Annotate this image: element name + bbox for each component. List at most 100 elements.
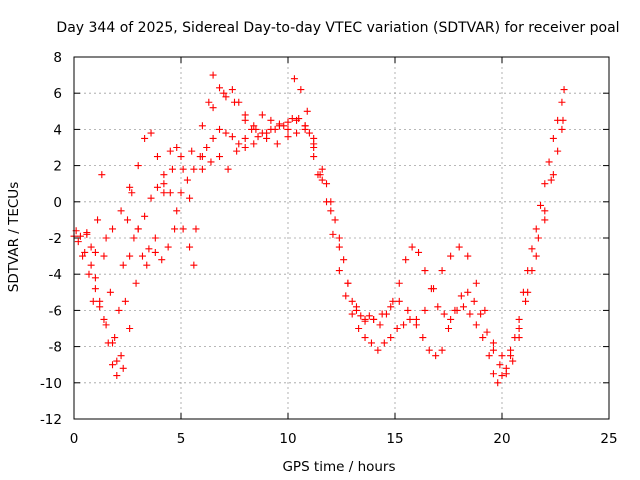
- data-point: [432, 352, 440, 360]
- data-point: [357, 312, 365, 320]
- data-point: [106, 288, 114, 296]
- data-point: [190, 261, 198, 269]
- data-point: [327, 207, 335, 215]
- data-point: [532, 225, 540, 233]
- data-point: [109, 225, 117, 233]
- data-point: [297, 86, 305, 94]
- data-point: [340, 256, 348, 264]
- y-tick-label: -6: [49, 303, 62, 319]
- data-point: [365, 312, 373, 320]
- data-point: [425, 346, 433, 354]
- data-point: [310, 140, 318, 148]
- y-axis-label: SDTVAR / TECUs: [6, 182, 22, 292]
- data-point: [547, 176, 555, 184]
- data-point: [130, 234, 138, 242]
- data-point: [389, 297, 397, 305]
- data-point: [477, 310, 485, 318]
- data-point: [138, 252, 146, 260]
- data-point: [250, 140, 258, 148]
- data-point: [216, 125, 224, 133]
- data-point: [558, 98, 566, 106]
- data-point: [91, 248, 99, 256]
- data-point: [447, 252, 455, 260]
- data-point: [109, 361, 117, 369]
- data-point: [173, 144, 181, 151]
- data-point: [342, 292, 350, 300]
- data-point: [419, 334, 427, 342]
- data-point: [335, 267, 343, 275]
- data-point: [98, 171, 106, 179]
- data-point: [121, 297, 129, 305]
- series-track-d: [72, 75, 318, 269]
- data-point: [515, 334, 523, 342]
- data-point: [158, 256, 166, 264]
- data-point: [198, 122, 206, 130]
- data-point: [198, 165, 206, 173]
- data-point: [91, 274, 99, 282]
- data-point: [470, 297, 478, 305]
- data-point: [216, 153, 224, 161]
- data-point: [558, 125, 566, 133]
- data-point: [177, 189, 185, 197]
- data-point: [464, 288, 472, 296]
- data-point: [171, 225, 179, 233]
- data-point: [117, 207, 125, 215]
- data-point: [216, 84, 224, 92]
- data-point: [222, 93, 230, 101]
- series-track-a: [70, 71, 568, 387]
- data-point: [402, 256, 410, 264]
- data-point: [100, 315, 108, 323]
- data-point: [186, 243, 194, 251]
- data-point: [496, 361, 504, 369]
- data-point: [252, 125, 260, 133]
- y-tick-label: 0: [53, 195, 62, 211]
- data-point: [173, 207, 181, 215]
- data-point: [231, 98, 238, 106]
- data-point: [117, 352, 125, 360]
- data-point: [528, 245, 536, 253]
- data-point: [128, 189, 136, 197]
- data-point: [445, 325, 452, 332]
- data-point: [524, 288, 532, 296]
- data-point: [318, 165, 326, 173]
- data-point: [406, 315, 414, 323]
- data-point: [515, 325, 523, 332]
- data-point: [141, 212, 149, 220]
- x-tick-label: 5: [177, 431, 186, 447]
- data-point: [455, 243, 463, 251]
- data-point: [494, 379, 502, 387]
- data-point: [143, 261, 151, 269]
- data-point: [316, 171, 324, 179]
- data-point: [537, 201, 545, 209]
- data-point: [126, 325, 134, 332]
- x-tick-label: 0: [70, 431, 79, 447]
- data-point: [145, 245, 153, 253]
- data-point: [293, 116, 301, 124]
- x-tick-label: 15: [386, 431, 403, 447]
- data-point: [113, 372, 121, 380]
- data-point: [489, 370, 497, 378]
- data-point: [151, 248, 159, 256]
- data-point: [102, 234, 110, 242]
- data-point: [335, 234, 343, 242]
- data-point: [186, 194, 194, 202]
- data-point: [485, 352, 493, 360]
- data-point: [323, 180, 331, 188]
- data-point: [348, 310, 356, 318]
- chart-title: Day 344 of 2025, Sidereal Day-to-day VTE…: [56, 20, 619, 36]
- data-point: [451, 306, 459, 314]
- data-point: [438, 346, 446, 354]
- data-point: [466, 310, 474, 318]
- data-point: [393, 325, 401, 332]
- data-point: [275, 120, 283, 128]
- data-point: [545, 158, 553, 166]
- data-point: [301, 122, 309, 130]
- data-point: [507, 346, 515, 354]
- data-point: [352, 303, 360, 311]
- data-point: [111, 334, 119, 342]
- data-point: [310, 153, 318, 161]
- data-point: [263, 134, 271, 142]
- data-point: [160, 189, 168, 197]
- data-point: [559, 116, 567, 124]
- data-point: [190, 165, 198, 173]
